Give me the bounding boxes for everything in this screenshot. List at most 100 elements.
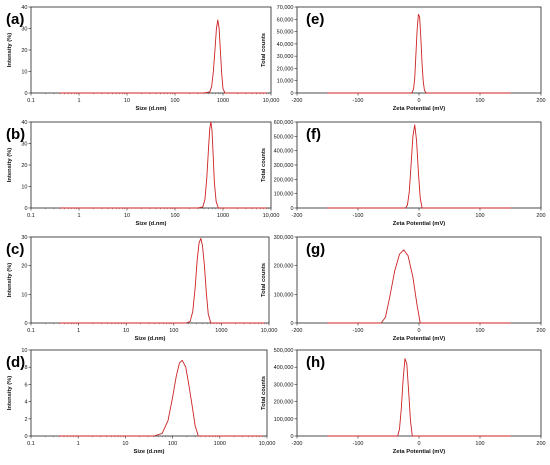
panel-label: (e): [306, 11, 324, 28]
y-tick-label: 20: [21, 48, 27, 54]
x-tick-label: -200: [291, 98, 302, 104]
x-axis-title: Zeta Potential (mV): [393, 449, 446, 455]
x-tick-label: 0.1: [27, 441, 35, 447]
y-tick-label: 10: [21, 70, 27, 76]
chart-panel-8: -200 -100 0 100 200 0 100,000 200,000 300,000 400…: [261, 348, 546, 455]
x-axis-title: Zeta Potential (mV): [393, 221, 446, 227]
x-tick-label: -100: [352, 98, 363, 104]
y-tick-label: 30: [21, 235, 27, 241]
series-line-1: [59, 121, 267, 209]
y-tick-label: 500,000: [274, 134, 294, 140]
y-tick-label: 0: [290, 321, 293, 327]
x-tick-label: 100: [475, 441, 484, 447]
x-tick-label: 0: [417, 98, 420, 104]
x-axis-title: Size (d.nm): [136, 221, 167, 227]
x-tick-label: 0.1: [27, 98, 35, 104]
y-tick-label: 200,000: [274, 177, 294, 183]
plot-frame: [296, 121, 542, 209]
x-tick-label: 10,000: [261, 328, 278, 334]
x-tick-label: 200: [536, 441, 545, 447]
y-tick-label: 20,000: [277, 66, 294, 72]
y-tick-label: 0: [290, 434, 293, 440]
chart-panel-2: 0.1 1 10 100 1000 10,000 0 10 20 30 40 Size (d.nm) I…: [6, 120, 279, 227]
x-tick-label: 10,000: [259, 441, 276, 447]
y-tick-label: 10,000: [277, 79, 294, 85]
y-tick-label: 4: [24, 400, 27, 406]
panel-label: (h): [306, 354, 325, 371]
x-tick-label: 0: [417, 213, 420, 219]
x-tick-label: 100: [168, 441, 177, 447]
x-tick-label: 0.1: [27, 213, 35, 219]
series-line-1: [327, 358, 511, 437]
x-tick-label: 0: [417, 441, 420, 447]
series-line-1: [58, 359, 263, 437]
y-tick-label: 70,000: [277, 5, 294, 11]
x-tick-label: 200: [536, 98, 545, 104]
y-axis-title: Intensity (%): [7, 148, 13, 183]
y-tick-label: 0: [290, 206, 293, 212]
x-axis-title: Size (d.nm): [136, 106, 167, 112]
y-tick-label: 0: [24, 434, 27, 440]
x-tick-label: 100: [475, 98, 484, 104]
x-tick-label: 100: [170, 98, 179, 104]
chart-panel-4: 0.1 1 10 100 1000 10,000 0 2 4 6 8 10 Size (d.nm) Int…: [6, 348, 275, 455]
panel-label: (d): [6, 354, 25, 371]
panel-label: (f): [306, 126, 321, 143]
y-tick-label: 40,000: [277, 42, 294, 48]
x-tick-label: -100: [352, 328, 363, 334]
y-tick-label: 300,000: [274, 235, 294, 241]
x-tick-label: 10,000: [263, 98, 280, 104]
x-tick-label: 10: [124, 213, 130, 219]
plot-frame: [296, 236, 542, 324]
x-tick-label: -200: [291, 328, 302, 334]
y-axis-title: Total counts: [261, 148, 267, 182]
y-tick-label: 300,000: [274, 382, 294, 388]
y-tick-label: 0: [290, 91, 293, 97]
y-axis-title: Total counts: [261, 263, 267, 297]
chart-panel-6: -200 -100 0 100 200 0 100,000 200,000 300,000 400…: [261, 120, 546, 227]
series-line-1: [59, 19, 267, 94]
plot-frame: [30, 349, 268, 437]
y-tick-label: 300,000: [274, 163, 294, 169]
y-tick-label: 400,000: [274, 149, 294, 155]
chart-panel-3: 0.1 1 10 100 1000 10,000 0 10 20 30 Size (d.nm) Int…: [6, 235, 277, 342]
y-tick-label: 10: [21, 348, 27, 354]
panel-label: (g): [306, 241, 325, 258]
y-tick-label: 30: [21, 27, 27, 33]
x-axis-title: Zeta Potential (mV): [393, 106, 446, 112]
y-tick-label: 30,000: [277, 54, 294, 60]
y-axis-title: Total counts: [261, 33, 267, 67]
y-tick-label: 600,000: [274, 120, 294, 126]
y-tick-label: 20: [21, 163, 27, 169]
x-tick-label: 200: [536, 213, 545, 219]
x-tick-label: -100: [352, 213, 363, 219]
y-tick-label: 0: [24, 91, 27, 97]
x-tick-label: 1000: [217, 213, 229, 219]
y-tick-label: 100,000: [274, 192, 294, 198]
x-axis-title: Zeta Potential (mV): [393, 336, 446, 342]
panel-label: (c): [6, 241, 24, 258]
plot-frame: [30, 121, 272, 209]
y-tick-label: 0: [24, 321, 27, 327]
x-tick-label: 1: [77, 441, 80, 447]
x-tick-label: 10: [122, 441, 128, 447]
x-tick-label: 100: [169, 328, 178, 334]
y-tick-label: 2: [24, 417, 27, 423]
y-tick-label: 200,000: [274, 400, 294, 406]
x-axis-title: Size (d.nm): [134, 449, 165, 455]
y-tick-label: 100,000: [274, 292, 294, 298]
x-tick-label: 100: [475, 328, 484, 334]
y-axis-title: Intensity (%): [7, 263, 13, 298]
x-axis-title: Size (d.nm): [135, 336, 166, 342]
y-tick-label: 50,000: [277, 30, 294, 36]
x-tick-label: 1000: [214, 441, 226, 447]
chart-panel-1: 0.1 1 10 100 1000 10,000 0 10 20 30 40 Size (d.nm) I…: [6, 5, 279, 112]
y-tick-label: 400,000: [274, 365, 294, 371]
chart-panel-5: -200 -100 0 100 200 0 10,000 20,000 30,000 40,000…: [261, 5, 546, 112]
x-tick-label: -100: [352, 441, 363, 447]
y-tick-label: 100,000: [274, 417, 294, 423]
y-tick-label: 10: [21, 292, 27, 298]
y-tick-label: 30: [21, 142, 27, 148]
y-tick-label: 500,000: [274, 348, 294, 354]
x-tick-label: 1000: [215, 328, 227, 334]
